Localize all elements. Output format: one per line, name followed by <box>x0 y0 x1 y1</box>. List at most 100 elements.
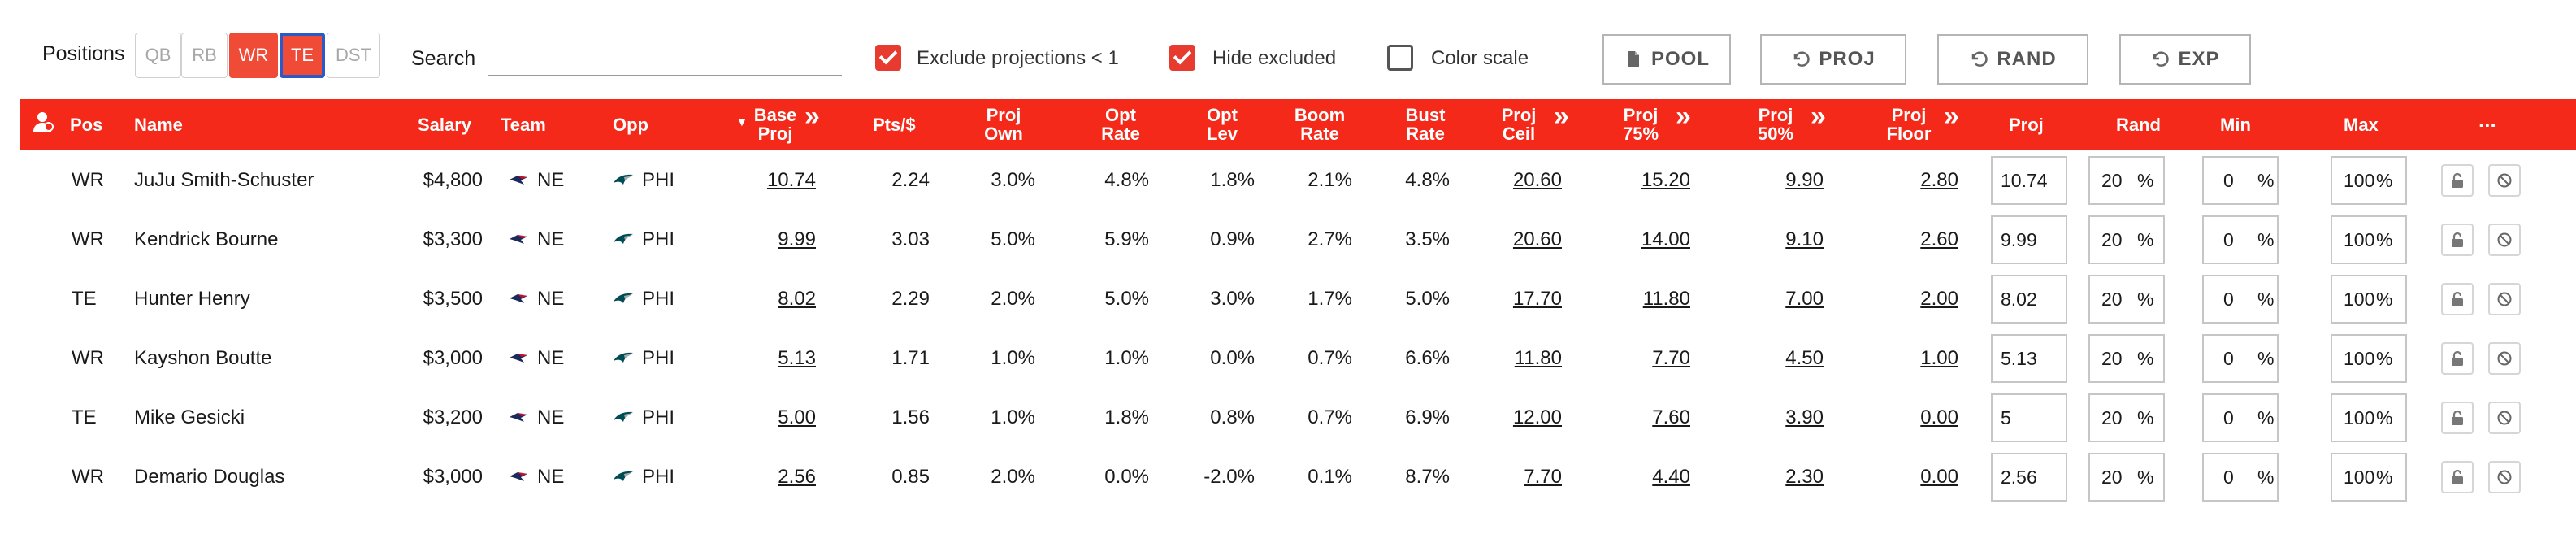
max-input[interactable]: 100 % <box>2331 275 2407 324</box>
exclude-player-button[interactable] <box>2488 461 2521 493</box>
proj-input[interactable]: 2.56 <box>1991 453 2067 502</box>
header-team[interactable]: Team <box>501 115 546 135</box>
search-input[interactable] <box>488 41 842 76</box>
proj-button[interactable]: PROJ <box>1760 34 1906 85</box>
min-input[interactable]: 0 % <box>2202 453 2279 502</box>
position-wr-button[interactable]: WR <box>229 33 278 78</box>
header-more[interactable]: ... <box>2478 107 2496 132</box>
proj-input[interactable]: 5 <box>1991 393 2067 442</box>
min-input[interactable]: 0 % <box>2202 393 2279 442</box>
min-input[interactable]: 0 % <box>2202 334 2279 383</box>
exclude-player-button[interactable] <box>2488 342 2521 375</box>
header-salary[interactable]: Salary <box>418 115 472 135</box>
exp-button[interactable]: EXP <box>2119 34 2251 85</box>
base-proj-value[interactable]: 8.02 <box>778 288 816 310</box>
header-min[interactable]: Min <box>2220 115 2251 135</box>
proj-50-value[interactable]: 2.30 <box>1785 466 1824 488</box>
proj-75-value[interactable]: 15.20 <box>1641 169 1690 191</box>
base-proj-value[interactable]: 2.56 <box>778 466 816 488</box>
chevron-double-right-icon[interactable]: » <box>1811 101 1826 132</box>
lock-toggle-button[interactable] <box>2441 164 2474 197</box>
header-pts-per-dollar[interactable]: Pts/$ <box>873 115 916 135</box>
proj-50-value[interactable]: 9.90 <box>1785 169 1824 191</box>
rand-button[interactable]: RAND <box>1937 34 2088 85</box>
proj-input[interactable]: 9.99 <box>1991 215 2067 264</box>
proj-50-value[interactable]: 3.90 <box>1785 406 1824 428</box>
header-rand[interactable]: Rand <box>2116 115 2161 135</box>
exclude-player-button[interactable] <box>2488 164 2521 197</box>
max-input[interactable]: 100 % <box>2331 156 2407 205</box>
base-proj-value[interactable]: 5.13 <box>778 347 816 369</box>
exclude-projections-checkbox[interactable] <box>875 45 901 71</box>
header-bust-rate[interactable]: Bust Rate <box>1393 106 1458 143</box>
proj-75-value[interactable]: 11.80 <box>1642 288 1690 310</box>
rand-input[interactable]: 20 % <box>2088 275 2165 324</box>
proj-75-value[interactable]: 14.00 <box>1641 228 1690 250</box>
base-proj-value[interactable]: 10.74 <box>766 169 816 191</box>
proj-ceil-value[interactable]: 20.60 <box>1512 169 1562 191</box>
header-boom-rate[interactable]: Boom Rate <box>1287 106 1352 143</box>
rand-input[interactable]: 20 % <box>2088 334 2165 383</box>
header-opt-lev[interactable]: Opt Lev <box>1194 106 1251 143</box>
chevron-double-right-icon[interactable]: » <box>1554 101 1569 132</box>
proj-ceil-value[interactable]: 20.60 <box>1512 228 1562 250</box>
max-input[interactable]: 100 % <box>2331 215 2407 264</box>
header-proj-ceil[interactable]: Proj Ceil » <box>1490 101 1588 145</box>
chevron-double-right-icon[interactable]: » <box>804 101 820 132</box>
proj-ceil-value[interactable]: 12.00 <box>1512 406 1562 428</box>
proj-input[interactable]: 10.74 <box>1991 156 2067 205</box>
header-proj-50[interactable]: Proj 50% » <box>1747 101 1845 145</box>
header-proj-floor[interactable]: Proj Floor » <box>1880 101 1978 145</box>
lock-toggle-button[interactable] <box>2441 342 2474 375</box>
header-opt-rate[interactable]: Opt Rate <box>1092 106 1149 143</box>
proj-50-value[interactable]: 9.10 <box>1785 228 1824 250</box>
pool-button[interactable]: POOL <box>1602 34 1731 85</box>
max-input[interactable]: 100 % <box>2331 393 2407 442</box>
proj-75-value[interactable]: 7.60 <box>1652 406 1690 428</box>
min-input[interactable]: 0 % <box>2202 215 2279 264</box>
lock-toggle-button[interactable] <box>2441 461 2474 493</box>
lock-toggle-button[interactable] <box>2441 283 2474 315</box>
header-proj-75[interactable]: Proj 75% » <box>1612 101 1710 145</box>
lock-toggle-button[interactable] <box>2441 224 2474 256</box>
position-dst-button[interactable]: DST <box>327 33 380 78</box>
max-input[interactable]: 100 % <box>2331 334 2407 383</box>
rand-input[interactable]: 20 % <box>2088 215 2165 264</box>
proj-floor-value[interactable]: 2.60 <box>1920 228 1958 250</box>
exclude-player-button[interactable] <box>2488 283 2521 315</box>
hide-excluded-checkbox[interactable] <box>1169 45 1195 71</box>
position-rb-button[interactable]: RB <box>181 33 228 78</box>
proj-floor-value[interactable]: 0.00 <box>1920 406 1958 428</box>
proj-ceil-value[interactable]: 11.80 <box>1514 347 1562 369</box>
chevron-double-right-icon[interactable]: » <box>1676 101 1691 132</box>
proj-75-value[interactable]: 7.70 <box>1652 347 1690 369</box>
exclude-player-button[interactable] <box>2488 402 2521 434</box>
header-base-proj[interactable]: ▼ Base Proj » <box>736 101 820 144</box>
proj-input[interactable]: 5.13 <box>1991 334 2067 383</box>
proj-ceil-value[interactable]: 17.70 <box>1512 288 1562 310</box>
header-pos[interactable]: Pos <box>70 115 103 135</box>
proj-ceil-value[interactable]: 7.70 <box>1524 466 1562 488</box>
user-settings-icon[interactable] <box>33 111 54 133</box>
chevron-double-right-icon[interactable]: » <box>1944 101 1959 132</box>
color-scale-checkbox[interactable] <box>1387 45 1413 71</box>
max-input[interactable]: 100 % <box>2331 453 2407 502</box>
position-te-button[interactable]: TE <box>280 33 325 78</box>
rand-input[interactable]: 20 % <box>2088 453 2165 502</box>
min-input[interactable]: 0 % <box>2202 275 2279 324</box>
proj-floor-value[interactable]: 0.00 <box>1920 466 1958 488</box>
header-proj[interactable]: Proj <box>2009 115 2044 135</box>
header-name[interactable]: Name <box>134 115 183 135</box>
header-proj-own[interactable]: Proj Own <box>975 106 1032 143</box>
base-proj-value[interactable]: 9.99 <box>778 228 816 250</box>
proj-75-value[interactable]: 4.40 <box>1652 466 1690 488</box>
proj-floor-value[interactable]: 2.00 <box>1920 288 1958 310</box>
proj-50-value[interactable]: 4.50 <box>1785 347 1824 369</box>
proj-floor-value[interactable]: 1.00 <box>1920 347 1958 369</box>
proj-input[interactable]: 8.02 <box>1991 275 2067 324</box>
proj-floor-value[interactable]: 2.80 <box>1920 169 1958 191</box>
proj-50-value[interactable]: 7.00 <box>1785 288 1824 310</box>
base-proj-value[interactable]: 5.00 <box>778 406 816 428</box>
header-opp[interactable]: Opp <box>613 115 648 135</box>
lock-toggle-button[interactable] <box>2441 402 2474 434</box>
